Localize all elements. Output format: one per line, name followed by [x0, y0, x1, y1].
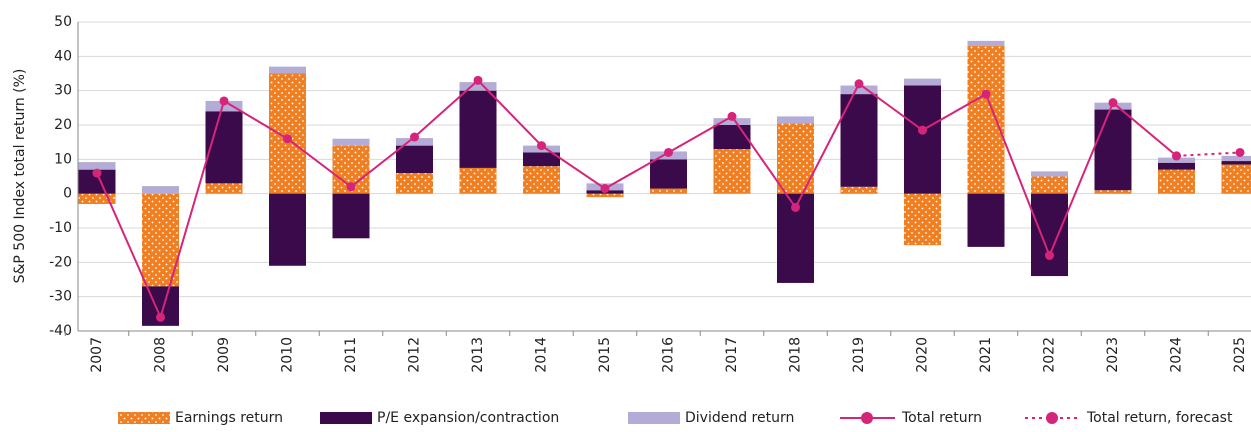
x-tick-label: 2021: [978, 337, 994, 373]
x-tick-label: 2012: [407, 337, 423, 373]
bar-segment: [714, 125, 751, 149]
bar-segment: [968, 41, 1005, 46]
bar-segment: [269, 74, 306, 194]
bar-segment: [1222, 164, 1251, 193]
x-tick-label: 2017: [724, 337, 740, 373]
legend-label: P/E expansion/contraction: [377, 410, 559, 426]
bar-segment: [523, 166, 560, 193]
legend-label: Total return: [901, 410, 982, 426]
legend-swatch: [118, 412, 170, 424]
x-tick-label: 2013: [470, 337, 486, 373]
line-point: [918, 126, 927, 135]
bar-segment: [587, 194, 624, 197]
line-point: [855, 79, 864, 88]
y-tick-label: 40: [54, 48, 72, 64]
bar-segment: [968, 46, 1005, 194]
legend-swatch: [1046, 412, 1058, 424]
line-point: [93, 169, 102, 178]
y-tick-label: -10: [49, 220, 72, 236]
line-point: [1172, 151, 1181, 160]
x-tick-label: 2010: [280, 337, 296, 373]
line-point: [664, 148, 673, 157]
bar-segment: [714, 149, 751, 194]
line-point: [1236, 148, 1245, 157]
line-point: [1045, 251, 1054, 260]
bar-segment: [142, 186, 179, 194]
bar-segment: [269, 67, 306, 74]
legend-swatch: [320, 412, 372, 424]
bar-segment: [1158, 163, 1195, 170]
line: [97, 80, 1177, 317]
y-tick-label: 50: [54, 14, 72, 30]
bar-segment: [79, 162, 116, 170]
x-tick-label: 2011: [343, 337, 359, 373]
x-tick-label: 2023: [1105, 337, 1121, 373]
line-point: [347, 182, 356, 191]
legend-label: Earnings return: [175, 410, 283, 426]
x-tick-label: 2014: [534, 337, 550, 373]
line-point: [283, 134, 292, 143]
bar-segment: [1031, 194, 1068, 276]
x-tick-label: 2016: [661, 337, 677, 373]
line-point: [474, 76, 483, 85]
x-tick-label: 2009: [216, 337, 232, 373]
legend-label: Dividend return: [685, 410, 794, 426]
y-axis-label: S&P 500 Index total return (%): [12, 69, 28, 284]
legend-swatch: [628, 412, 680, 424]
bar-segment: [650, 159, 687, 188]
y-tick-label: 0: [63, 186, 72, 202]
line-point: [601, 184, 610, 193]
bar-segment: [1222, 161, 1251, 164]
bar-segment: [206, 183, 243, 193]
line-point: [156, 313, 165, 322]
bar-segment: [1158, 170, 1195, 194]
bar-segment: [1222, 156, 1251, 161]
bar-segment: [1095, 110, 1132, 191]
bar-segment: [1095, 190, 1132, 193]
y-tick-label: 20: [54, 117, 72, 133]
legend-swatch: [861, 412, 873, 424]
y-tick-label: 10: [54, 151, 72, 167]
x-tick-label: 2015: [597, 337, 613, 373]
bar-segment: [777, 116, 814, 123]
bar-segment: [396, 173, 433, 194]
bar-segment: [269, 194, 306, 266]
x-tick-label: 2019: [851, 337, 867, 373]
bar-segment: [904, 79, 941, 86]
line-point: [410, 133, 419, 142]
bar-segment: [904, 194, 941, 246]
bar-segment: [460, 168, 497, 194]
x-tick-label: 2024: [1169, 337, 1185, 373]
bar-segment: [841, 187, 878, 194]
x-tick-label: 2007: [89, 337, 105, 373]
line-point: [537, 141, 546, 150]
bar-segment: [650, 189, 687, 194]
x-tick-label: 2008: [153, 337, 169, 373]
bar-segment: [460, 91, 497, 168]
bar-segment: [968, 194, 1005, 247]
legend-label: Total return, forecast: [1086, 410, 1233, 426]
y-tick-label: -20: [49, 254, 72, 270]
y-tick-label: -40: [49, 323, 72, 339]
bar-segment: [1031, 171, 1068, 176]
line-point: [982, 90, 991, 99]
line-point: [791, 203, 800, 212]
bar-segment: [396, 146, 433, 173]
bar-segment: [904, 86, 941, 194]
x-tick-label: 2025: [1232, 337, 1248, 373]
line-point: [220, 96, 229, 105]
x-tick-label: 2020: [915, 337, 931, 373]
line-point: [728, 112, 737, 121]
y-tick-label: -30: [49, 289, 72, 305]
x-tick-label: 2022: [1042, 337, 1058, 373]
x-tick-label: 2018: [788, 337, 804, 373]
line: [1177, 152, 1241, 155]
bar-segment: [333, 139, 370, 146]
bar-segment: [1031, 177, 1068, 194]
line-point: [1109, 98, 1118, 107]
bar-segment: [333, 194, 370, 239]
y-tick-label: 30: [54, 83, 72, 99]
